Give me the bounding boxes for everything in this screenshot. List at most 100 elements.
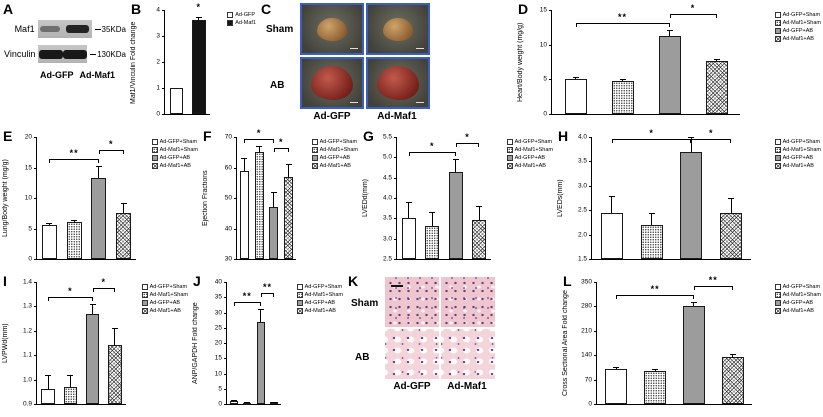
error-bar [654, 368, 656, 371]
y-tick [224, 327, 227, 329]
y-tick [589, 185, 592, 187]
error-bar [260, 309, 262, 322]
blot-strip-vinculin [38, 45, 88, 63]
significance-bracket [244, 139, 274, 144]
bar-Ad-Maf1+Sham [640, 224, 663, 259]
bar-Ad-GFP+AB [680, 151, 703, 259]
error-bar-cap [230, 400, 237, 402]
error-bar-cap [619, 79, 626, 81]
legend-entry: Ad-GFP+AB [151, 155, 198, 161]
y-tick [162, 62, 165, 63]
legend-label: Ad-GFP+Sham [319, 139, 358, 145]
error-bar-cap [111, 328, 118, 330]
significance-label: * [690, 3, 696, 14]
heart-ab [311, 66, 353, 100]
error-bar [258, 146, 260, 153]
error-bar [114, 328, 116, 346]
significance-label: * [108, 139, 114, 150]
y-tick-label: 10 [214, 370, 222, 377]
legend-entry: Ad-GFP+Sham [774, 139, 821, 145]
bar-Ad-GFP+AB [682, 305, 705, 404]
histology-image-sham-admaf1 [441, 277, 495, 327]
significance-bracket [616, 295, 694, 300]
blot-row-maf1: Maf1 35KDa [4, 20, 126, 38]
y-tick [234, 198, 237, 199]
y-tick-label: 25 [214, 324, 222, 332]
y-tick-label: 1.5 [577, 255, 587, 263]
panel-E: E Lung/Body weight (mg/g) 0 5 10 15 20 ** * Ad-GF… [0, 127, 200, 272]
panel-F: F Ejection Fractions 30 40 50 60 70 * * Ad-GFP+Sh… [200, 127, 360, 272]
histology-grid: Ad-GFP Ad-Maf1 [385, 277, 495, 392]
bar-Ad-GFP+AB [269, 207, 279, 259]
panel-label-I: I [3, 273, 7, 289]
error-bar-cap [270, 191, 277, 193]
y-tick-label: 280 [581, 302, 592, 310]
panel-label-H: H [558, 128, 569, 144]
y-tick-label: 20 [214, 339, 222, 347]
y-tick-label: 5.0 [382, 153, 392, 161]
bar-Ad-Maf1+AB [472, 220, 487, 259]
bar-Ad-Maf1+AB [108, 345, 122, 404]
heart-photo-ab-adgfp [300, 57, 364, 109]
blot-protein-label: Vinculin [4, 49, 36, 59]
legend-label: Ad-Maf1+Sham [782, 20, 821, 26]
legend-label: Ad-Maf1+AB [304, 308, 336, 314]
legend-label: Ad-GFP+Sham [782, 12, 821, 18]
legend-label: Ad-Maf1 [235, 20, 256, 26]
y-tick [224, 358, 227, 360]
error-bar-cap [95, 166, 102, 168]
y-tick [234, 259, 237, 260]
significance-label: * [649, 128, 654, 138]
error-bar-cap [572, 77, 579, 79]
legend-swatch [296, 300, 303, 306]
y-tick [594, 330, 597, 332]
y-tick [34, 379, 37, 381]
legend-entry: Ad-Maf1+AB [774, 36, 821, 42]
legend-label: Ad-Maf1+AB [514, 163, 546, 169]
legend-entry: Ad-Maf1+Sham [774, 147, 821, 153]
legend-entry: Ad-GFP [227, 12, 256, 18]
error-bar [48, 223, 50, 226]
error-bar [47, 374, 49, 390]
y-tick [549, 44, 552, 46]
y-tick-label: 4.0 [382, 194, 392, 202]
y-tick [34, 167, 37, 169]
error-bar [288, 164, 290, 177]
y-tick [594, 282, 597, 283]
significance-bracket [575, 23, 670, 28]
y-tick [162, 10, 165, 11]
legend-entry: Ad-Maf1+Sham [774, 20, 821, 26]
legend-label: Ad-GFP+Sham [149, 284, 188, 290]
panel-B: B Maf1/Vinculin Fold change 0 1 2 3 4 * Ad-GFP Ad… [128, 0, 258, 127]
y-tick [224, 312, 227, 314]
y-tick [549, 114, 552, 115]
legend-swatch [311, 139, 318, 145]
legend-label: Ad-Maf1+AB [782, 308, 814, 314]
legend-swatch [296, 284, 303, 290]
heart-ab [377, 66, 419, 100]
panel-H: H LVEDs(mm) 1.5 2.0 2.5 3.0 3.5 4.0 * * Ad-GFP+Sha… [555, 127, 823, 272]
legend-label: Ad-GFP+Sham [159, 139, 198, 145]
plot-area: 0 1 2 3 4 * [156, 2, 210, 118]
error-bar [732, 354, 734, 357]
blot-band-maf1-adgfp [40, 26, 61, 32]
legend-label: Ad-Maf1+Sham [149, 292, 188, 298]
y-tick [224, 343, 227, 344]
error-bar-cap [613, 367, 620, 369]
legend-swatch [311, 155, 318, 161]
panel-label-K: K [348, 273, 359, 289]
legend-label: Ad-GFP+Sham [782, 284, 821, 290]
panel-D: D Heart/Body weight (mg/g) 0 5 10 15 ** * Ad-GFP… [515, 0, 823, 127]
legend-entry: Ad-Maf1+Sham [151, 147, 198, 153]
legend: Ad-GFP+Sham Ad-Maf1+Sham Ad-GFP+AB Ad-Maf1+… [506, 139, 553, 169]
legend-swatch [311, 163, 318, 169]
legend-entry: Ad-Maf1+Sham [141, 292, 188, 298]
error-bar-cap [690, 302, 697, 304]
bar-Ad-GFP+Sham [229, 400, 238, 404]
bar-Ad-Maf1+Sham [63, 386, 78, 404]
y-tick [34, 259, 37, 260]
y-tick-label: 0 [543, 110, 547, 118]
error-bar [575, 77, 576, 80]
legend-label: Ad-GFP+Sham [782, 139, 821, 145]
significance-bracket [455, 143, 480, 148]
